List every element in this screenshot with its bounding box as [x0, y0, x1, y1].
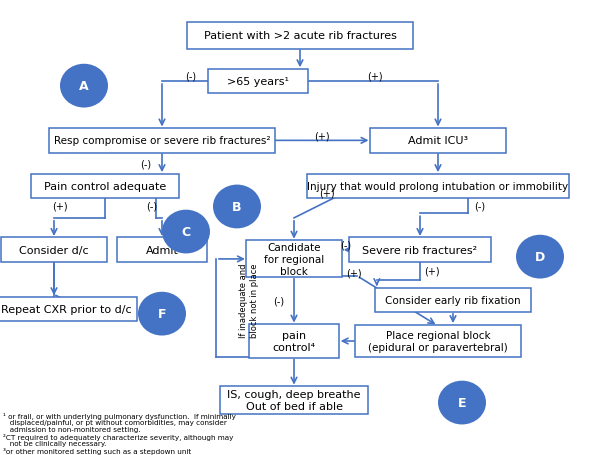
Text: (-): (-)	[185, 71, 196, 81]
Text: Patient with >2 acute rib fractures: Patient with >2 acute rib fractures	[203, 31, 397, 41]
FancyBboxPatch shape	[187, 23, 413, 50]
Text: Injury that would prolong intubation or immobility: Injury that would prolong intubation or …	[307, 182, 569, 192]
Text: Place regional block
(epidural or paravertebral): Place regional block (epidural or parave…	[368, 330, 508, 352]
Text: Candidate
for regional
block: Candidate for regional block	[264, 243, 324, 276]
FancyBboxPatch shape	[349, 238, 491, 263]
Text: >65 years¹: >65 years¹	[227, 77, 289, 87]
Text: pain
control⁴: pain control⁴	[272, 330, 316, 352]
Ellipse shape	[162, 210, 210, 254]
Ellipse shape	[438, 381, 486, 425]
Text: Repeat CXR prior to d/c: Repeat CXR prior to d/c	[1, 304, 131, 314]
Text: Pain control adequate: Pain control adequate	[44, 182, 166, 192]
FancyBboxPatch shape	[246, 241, 342, 278]
Text: C: C	[181, 226, 191, 238]
Text: F: F	[158, 308, 166, 320]
Text: IS, cough, deep breathe
Out of bed if able: IS, cough, deep breathe Out of bed if ab…	[227, 389, 361, 411]
Text: B: B	[232, 201, 242, 213]
FancyBboxPatch shape	[249, 324, 340, 358]
FancyBboxPatch shape	[374, 288, 532, 313]
Text: (+): (+)	[367, 71, 383, 81]
Text: displaced/painful, or pt without comorbidities, may consider: displaced/painful, or pt without comorbi…	[3, 419, 227, 425]
Text: D: D	[535, 251, 545, 263]
Text: (+): (+)	[319, 188, 335, 198]
Text: If inadequate and
block not in place: If inadequate and block not in place	[239, 263, 259, 338]
Text: Consider early rib fixation: Consider early rib fixation	[385, 295, 521, 305]
FancyBboxPatch shape	[307, 174, 569, 199]
FancyBboxPatch shape	[370, 129, 506, 153]
Text: ¹ or frail, or with underlying pulmonary dysfunction.  If minimally: ¹ or frail, or with underlying pulmonary…	[3, 412, 236, 419]
FancyBboxPatch shape	[49, 129, 275, 153]
Text: (-): (-)	[140, 159, 151, 169]
Text: admission to non-monitored setting.: admission to non-monitored setting.	[3, 426, 140, 432]
FancyBboxPatch shape	[31, 174, 179, 199]
Text: (+): (+)	[424, 266, 440, 276]
FancyBboxPatch shape	[355, 325, 521, 358]
Text: ³or other monitored setting such as a stepdown unit: ³or other monitored setting such as a st…	[3, 447, 191, 454]
Text: Admit: Admit	[146, 245, 178, 255]
Text: Severe rib fractures²: Severe rib fractures²	[362, 245, 478, 255]
Ellipse shape	[516, 235, 564, 279]
Text: ²CT required to adequately characterize severity, although may: ²CT required to adequately characterize …	[3, 433, 233, 440]
Text: (+): (+)	[346, 268, 362, 278]
FancyBboxPatch shape	[1, 238, 107, 263]
Text: A: A	[79, 80, 89, 93]
FancyBboxPatch shape	[220, 387, 368, 414]
Ellipse shape	[213, 185, 261, 229]
FancyBboxPatch shape	[208, 70, 308, 94]
Text: (+): (+)	[52, 201, 68, 211]
Ellipse shape	[60, 65, 108, 108]
Text: Consider d/c: Consider d/c	[19, 245, 89, 255]
Text: (-): (-)	[340, 240, 351, 250]
Text: (-): (-)	[475, 201, 485, 211]
FancyBboxPatch shape	[0, 297, 137, 322]
Text: ⁴Pain control with narcotic, non-narcotic IV/oral meds/rib blocks: ⁴Pain control with narcotic, non-narcoti…	[3, 454, 232, 455]
Text: (+): (+)	[314, 131, 330, 142]
Text: (-): (-)	[146, 201, 157, 211]
Text: not be clinically necessary.: not be clinically necessary.	[3, 440, 106, 446]
FancyBboxPatch shape	[116, 238, 208, 263]
Text: Admit ICU³: Admit ICU³	[408, 136, 468, 146]
Ellipse shape	[138, 292, 186, 336]
Text: (-): (-)	[273, 296, 284, 306]
Text: Resp compromise or severe rib fractures²: Resp compromise or severe rib fractures²	[54, 136, 270, 146]
Text: E: E	[458, 396, 466, 409]
